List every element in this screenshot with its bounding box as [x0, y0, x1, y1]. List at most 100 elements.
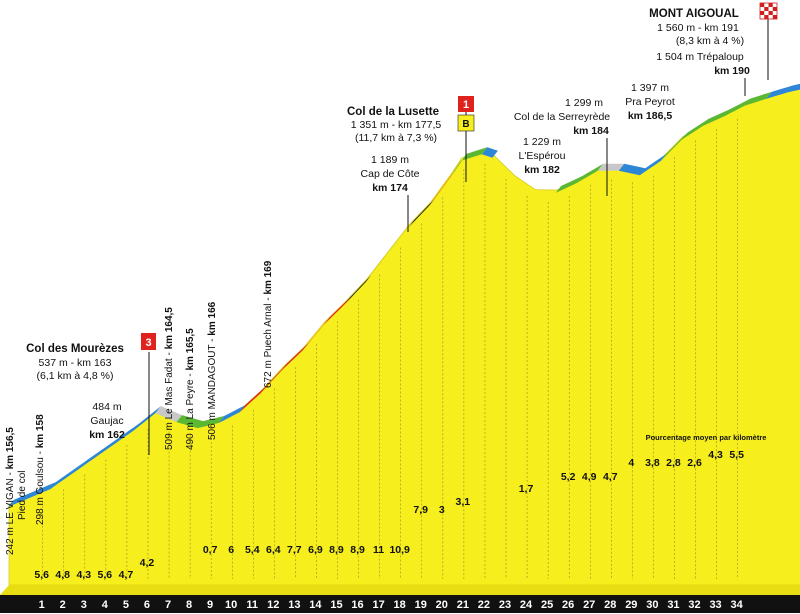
gradient-label: 4,2 [140, 557, 155, 569]
gradient-label: 5,2 [561, 471, 576, 483]
km-label: 4 [102, 599, 109, 611]
esperou-name: L'Espérou [519, 150, 566, 162]
km-label: 14 [309, 599, 322, 611]
gradient-segment [239, 297, 351, 413]
gradient-label: 5,6 [98, 569, 113, 581]
lusette-line2: 1 351 m - km 177,5 [351, 119, 442, 131]
km-label: 29 [625, 599, 637, 611]
mandagout-label: 506 m MANDAGOUT - km 166 [207, 301, 218, 440]
serreyrede-km: km 184 [573, 125, 609, 137]
gradient-segment [660, 91, 772, 161]
km-label: 32 [688, 599, 700, 611]
trepaloup-label: 1 504 m Trépaloup [656, 51, 744, 63]
gradient-label: 0,7 [203, 544, 218, 556]
masfadat-label: 509 m Le Mas Fadat - km 164,5 [164, 307, 175, 450]
serreyrede-name: Col de la Serreyrède [514, 111, 610, 123]
gradient-labels: 5,6 4,8 4,3 5,6 4,7 4,2 0,7 6 5,4 6,4 7,7 6,9 8,9 8,9… [34, 449, 744, 581]
gradient-segment [481, 147, 498, 158]
km-label: 17 [372, 599, 384, 611]
gradient-segment [429, 169, 456, 206]
km-label: 10 [225, 599, 237, 611]
km-label: 22 [478, 599, 490, 611]
gradient-label: 11 [373, 544, 384, 556]
km-label: 13 [288, 599, 300, 611]
km-gridlines [42, 118, 738, 579]
gradient-label: 6 [228, 544, 234, 556]
gradient-label: 7,7 [287, 544, 302, 556]
gradient-segment [766, 83, 800, 99]
km-label: 24 [520, 599, 533, 611]
km-label: 30 [646, 599, 658, 611]
praperyot-km: km 186,5 [628, 110, 673, 122]
gradient-label: 4,7 [603, 471, 618, 483]
start-label: 242 m LE VIGAN - km 156,5 [5, 427, 16, 555]
lusette-bonus: B [462, 119, 469, 130]
km-label: 6 [144, 599, 150, 611]
esperou-km: km 182 [524, 164, 560, 176]
lusette-cat-badge [458, 96, 474, 112]
capcote-name: Cap de Côte [361, 168, 420, 180]
km-label: 5 [123, 599, 129, 611]
mourezes-cat: 3 [145, 337, 151, 349]
lusette-name: Col de la Lusette [347, 106, 439, 118]
km-label: 33 [709, 599, 721, 611]
km-label: 16 [351, 599, 363, 611]
km-label: 26 [562, 599, 574, 611]
gradient-label: 1,7 [519, 483, 534, 495]
gradient-label: 2,6 [687, 457, 702, 469]
gradient-label: 4,3 [708, 449, 723, 461]
gradient-label: 2,8 [666, 457, 681, 469]
gradient-note: Pourcentage moyen par kilomètre [646, 433, 767, 442]
km-label: 1 [39, 599, 45, 611]
puech-label: 672 m Puech Arnal - km 169 [263, 260, 274, 388]
trepaloup-km: km 190 [714, 65, 750, 77]
gradient-segment [8, 406, 161, 508]
km-label: 9 [207, 599, 213, 611]
km-label: 25 [541, 599, 553, 611]
gradient-label: 8,9 [329, 544, 344, 556]
km-label: 11 [246, 599, 258, 611]
lusette-line3: (11,7 km à 7,3 %) [355, 132, 437, 144]
gradient-label: 4,8 [55, 569, 70, 581]
gradient-label: 4,9 [582, 471, 597, 483]
km-label: 18 [394, 599, 406, 611]
km-label: 2 [60, 599, 66, 611]
gradient-segment [218, 405, 246, 424]
gradient-segment [450, 147, 488, 177]
mourezes-cat-badge [141, 333, 156, 350]
mourezes-line3: (6,1 km à 4,8 %) [36, 370, 113, 382]
praperyot-name: Pra Peyrot [625, 96, 675, 108]
gradient-segment [555, 163, 604, 194]
gradient-segments [8, 83, 800, 508]
gradient-label: 3,8 [645, 457, 660, 469]
km-label: 23 [499, 599, 511, 611]
capcote-km: km 174 [372, 182, 408, 194]
gaujac-name: Gaujac [90, 415, 123, 427]
start-sub-label: Pied de col [17, 471, 28, 520]
gradient-segment [176, 415, 225, 429]
gaujac-alt: 484 m [92, 401, 121, 413]
km-label: 8 [186, 599, 192, 611]
km-band [0, 595, 800, 613]
km-label: 12 [267, 599, 279, 611]
goulsou-label: 298 m Goulsou - km 158 [35, 414, 46, 525]
km-label: 19 [415, 599, 427, 611]
gaujac-km: km 162 [89, 429, 125, 441]
profile-front-face [0, 585, 800, 595]
gradient-segment [597, 163, 625, 171]
km-label: 31 [667, 599, 679, 611]
gradient-label: 6,9 [308, 544, 323, 556]
serreyrede-alt: 1 299 m [565, 97, 603, 109]
km-label: 7 [165, 599, 171, 611]
lapeyre-label: 490 m La Peyre - km 165,5 [185, 328, 196, 450]
gradient-label: 7,9 [413, 504, 428, 516]
km-label: 28 [604, 599, 616, 611]
aigoual-line2: 1 560 m - km 191 [657, 22, 739, 34]
mourezes-line2: 537 m - km 163 [39, 357, 112, 369]
lusette-bonus-badge [457, 114, 475, 132]
esperou-alt: 1 229 m [523, 136, 561, 148]
gradient-segment [344, 198, 435, 305]
gradient-label: 5,4 [245, 544, 260, 556]
